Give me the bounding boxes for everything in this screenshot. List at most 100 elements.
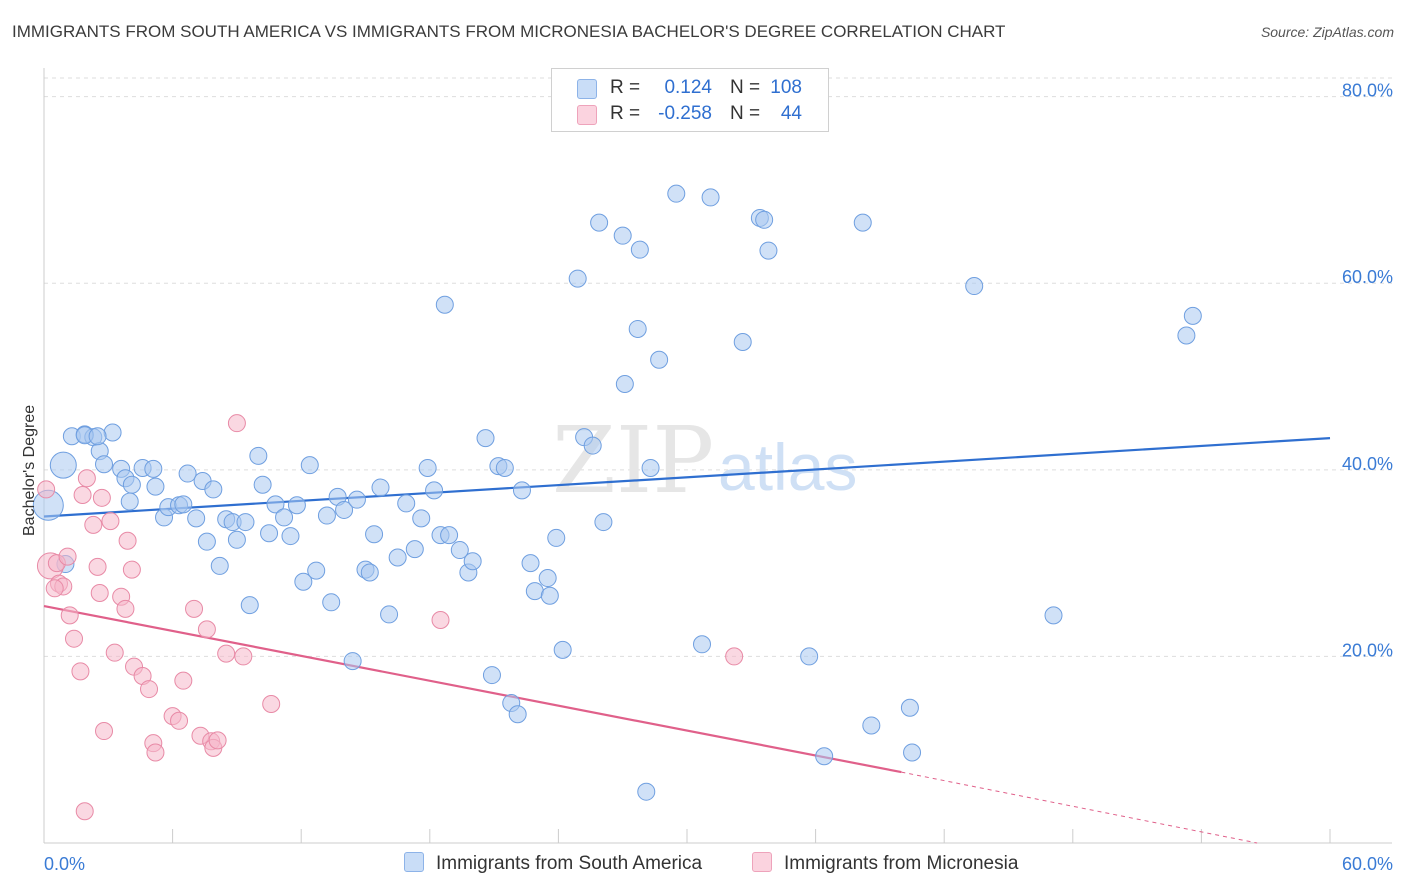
data-point-south-america [450, 541, 469, 560]
y-tick-label: 40.0% [1342, 454, 1393, 474]
legend-r-label: R = [610, 103, 641, 124]
watermark-zip: ZIP [552, 407, 714, 514]
grid-lines [44, 77, 1392, 657]
bottom-legend-swatch-pink [752, 852, 772, 872]
data-point-south-america [540, 586, 559, 605]
legend-n-value: 108 [770, 77, 802, 98]
source-label: Source: ZipAtlas.com [1260, 24, 1394, 40]
data-point-south-america [508, 705, 527, 724]
trend-line-south-america [43, 437, 1331, 518]
chart-title: IMMIGRANTS FROM SOUTH AMERICA VS IMMIGRA… [12, 22, 1006, 41]
bottom-legend: Immigrants from South America Immigrants… [0, 852, 1406, 878]
data-point-south-america [122, 475, 141, 494]
data-point-south-america [495, 458, 514, 477]
data-point-south-america [204, 480, 223, 499]
data-point-south-america [553, 640, 572, 659]
legend-n-label: N = [730, 77, 761, 98]
data-point-micronesia [262, 694, 281, 713]
data-point-south-america [371, 478, 390, 497]
data-point-micronesia [217, 644, 236, 663]
data-point-south-america [853, 213, 872, 232]
data-point-south-america [281, 527, 300, 546]
bottom-legend-micronesia: Immigrants from Micronesia [752, 852, 1018, 875]
data-point-micronesia [73, 486, 92, 505]
data-point-micronesia [170, 711, 189, 730]
data-point-micronesia [208, 731, 227, 750]
data-point-south-america [1044, 606, 1063, 625]
data-point-micronesia [58, 547, 77, 566]
data-point-south-america [590, 213, 609, 232]
data-point-micronesia [118, 531, 137, 550]
data-point-south-america [547, 528, 566, 547]
x-tick-label: 0.0% [44, 854, 85, 874]
data-point-south-america [103, 423, 122, 442]
data-point-micronesia [45, 579, 64, 598]
data-point-micronesia [101, 512, 120, 531]
data-point-south-america [144, 459, 163, 478]
legend-r-value: -0.258 [658, 103, 712, 124]
data-point-micronesia [84, 515, 103, 534]
data-point-south-america [236, 513, 255, 532]
data-point-micronesia [37, 480, 56, 499]
data-point-south-america [343, 652, 362, 671]
data-point-south-america [583, 436, 602, 455]
data-point-south-america [613, 226, 632, 245]
data-point-micronesia [95, 722, 114, 741]
bottom-legend-label: Immigrants from Micronesia [784, 853, 1019, 874]
data-point-micronesia [140, 680, 159, 699]
data-point-south-america [294, 572, 313, 591]
legend-r-label: R = [610, 77, 641, 98]
data-point-south-america [287, 496, 306, 515]
data-point-south-america [800, 647, 819, 666]
data-point-south-america [210, 556, 229, 575]
data-point-south-america [300, 456, 319, 475]
data-point-micronesia [197, 620, 216, 639]
legend-row-micronesia: R = -0.258 N = 44 [552, 101, 828, 127]
data-point-south-america [637, 782, 656, 801]
data-point-south-america [733, 333, 752, 352]
data-point-south-america [249, 446, 268, 465]
data-point-south-america [322, 593, 341, 612]
data-point-south-america [965, 277, 984, 296]
data-point-south-america [412, 509, 431, 528]
data-point-south-america [538, 569, 557, 588]
data-point-south-america [693, 635, 712, 654]
data-point-south-america [240, 596, 259, 615]
data-point-micronesia [174, 671, 193, 690]
points-south-america [32, 184, 1202, 801]
watermark: ZIP atlas [552, 407, 857, 514]
watermark-atlas: atlas [718, 430, 857, 504]
bottom-legend-south-america: Immigrants from South America [404, 852, 702, 875]
data-point-south-america [628, 319, 647, 338]
trend-lines [43, 437, 1331, 844]
data-point-micronesia [105, 643, 124, 662]
data-point-south-america [701, 188, 720, 207]
points-micronesia [36, 414, 744, 821]
data-point-south-america [815, 747, 834, 766]
data-point-south-america [275, 508, 294, 527]
data-point-south-america [95, 455, 114, 474]
data-point-south-america [568, 269, 587, 288]
data-point-south-america [388, 548, 407, 567]
bottom-legend-swatch-blue [404, 852, 424, 872]
data-point-micronesia [90, 583, 109, 602]
data-point-south-america [174, 495, 193, 514]
data-point-south-america [440, 526, 459, 545]
data-point-south-america [900, 698, 919, 717]
data-point-south-america [594, 513, 613, 532]
trend-line-micronesia-extension [901, 771, 1258, 844]
data-point-south-america [482, 666, 501, 685]
axes [43, 68, 1392, 844]
y-tick-label: 80.0% [1342, 81, 1393, 101]
legend-swatch-pink [577, 105, 597, 125]
data-point-south-america [425, 481, 444, 500]
data-point-south-america [759, 241, 778, 260]
data-point-south-america [1177, 326, 1196, 345]
data-point-south-america [405, 540, 424, 559]
data-point-south-america [360, 563, 379, 582]
data-point-micronesia [122, 560, 141, 579]
data-point-south-america [397, 494, 416, 513]
legend-n-label: N = [730, 103, 761, 124]
data-point-south-america [253, 475, 272, 494]
data-point-micronesia [431, 611, 450, 630]
